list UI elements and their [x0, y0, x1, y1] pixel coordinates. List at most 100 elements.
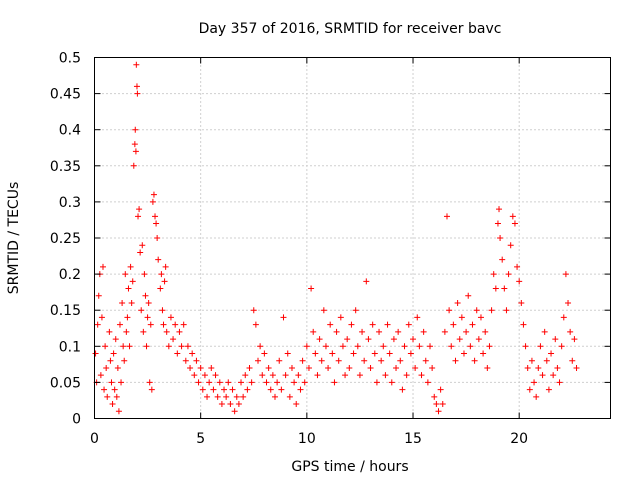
data-point [522, 343, 529, 350]
y-tick-label: 0.05 [50, 375, 81, 391]
data-point [167, 314, 174, 321]
data-point [107, 357, 114, 364]
data-point [554, 364, 561, 371]
data-point [433, 401, 440, 408]
data-point [308, 285, 315, 292]
data-point [161, 278, 168, 285]
data-point [148, 386, 155, 393]
data-point [178, 343, 185, 350]
data-point [388, 379, 395, 386]
data-point [446, 307, 453, 314]
data-point [116, 321, 123, 328]
data-point [110, 350, 117, 357]
data-point [92, 350, 99, 357]
data-point [111, 386, 118, 393]
data-point [410, 336, 417, 343]
data-point [163, 328, 170, 335]
data-point [125, 285, 132, 292]
data-point [133, 83, 140, 90]
data-point [401, 343, 408, 350]
data-point [348, 321, 355, 328]
data-point [271, 393, 278, 400]
data-point [159, 307, 166, 314]
data-point [114, 364, 121, 371]
data-point [133, 61, 140, 68]
data-point [142, 292, 149, 299]
data-point [152, 213, 159, 220]
data-point [429, 364, 436, 371]
y-tick-label: 0.2 [59, 267, 81, 283]
data-point [206, 379, 213, 386]
data-point [327, 321, 334, 328]
data-point [278, 386, 285, 393]
data-point [361, 357, 368, 364]
data-point [399, 386, 406, 393]
x-tick-label: 20 [510, 431, 528, 447]
data-point [333, 328, 340, 335]
data-point [484, 364, 491, 371]
data-point [127, 263, 134, 270]
data-point [255, 357, 262, 364]
data-point [267, 386, 274, 393]
data-point [129, 278, 136, 285]
data-point [201, 372, 208, 379]
data-point [376, 328, 383, 335]
data-point [293, 401, 300, 408]
data-point [356, 372, 363, 379]
data-point [450, 321, 457, 328]
data-point [184, 343, 191, 350]
data-point [499, 256, 506, 263]
data-point [325, 364, 332, 371]
data-point [526, 386, 533, 393]
data-point [520, 321, 527, 328]
data-point [395, 328, 402, 335]
data-point [329, 350, 336, 357]
y-tick-label: 0.5 [59, 51, 81, 67]
data-point [501, 285, 508, 292]
data-point [158, 271, 165, 278]
data-point [182, 357, 189, 364]
data-point [195, 379, 202, 386]
data-point [339, 343, 346, 350]
data-point [146, 379, 153, 386]
data-point [494, 220, 501, 227]
data-point [240, 393, 247, 400]
data-point [371, 350, 378, 357]
data-point [337, 314, 344, 321]
data-point [407, 350, 414, 357]
data-point [145, 299, 152, 306]
data-point [99, 263, 106, 270]
data-point [344, 336, 351, 343]
data-point [286, 393, 293, 400]
data-point [443, 213, 450, 220]
chart-title: Day 357 of 2016, SRMTID for receiver bav… [199, 21, 502, 37]
y-tick-label: 0.25 [50, 231, 81, 247]
data-point [225, 379, 232, 386]
data-point [548, 350, 555, 357]
data-point [397, 357, 404, 364]
data-point [565, 299, 572, 306]
data-point [382, 372, 389, 379]
data-point [458, 314, 465, 321]
data-point [452, 357, 459, 364]
x-tick-label: 0 [90, 431, 99, 447]
data-point [104, 393, 111, 400]
axis-ticks: 0 0.05 0.1 0.15 0.2 0.25 0.3 0.35 0.4 0.45 0.5 0 5 10… [50, 51, 611, 447]
data-point [346, 364, 353, 371]
data-point [157, 285, 164, 292]
data-point [469, 321, 476, 328]
data-point [97, 372, 104, 379]
data-point [204, 393, 211, 400]
data-point [138, 307, 145, 314]
data-point [291, 379, 298, 386]
data-point [473, 307, 480, 314]
data-point [112, 336, 119, 343]
data-point [320, 307, 327, 314]
data-point [282, 372, 289, 379]
data-point [541, 328, 548, 335]
data-point [106, 328, 113, 335]
data-point [571, 336, 578, 343]
data-point [141, 271, 148, 278]
data-point [556, 379, 563, 386]
y-tick-label: 0.4 [59, 123, 81, 139]
